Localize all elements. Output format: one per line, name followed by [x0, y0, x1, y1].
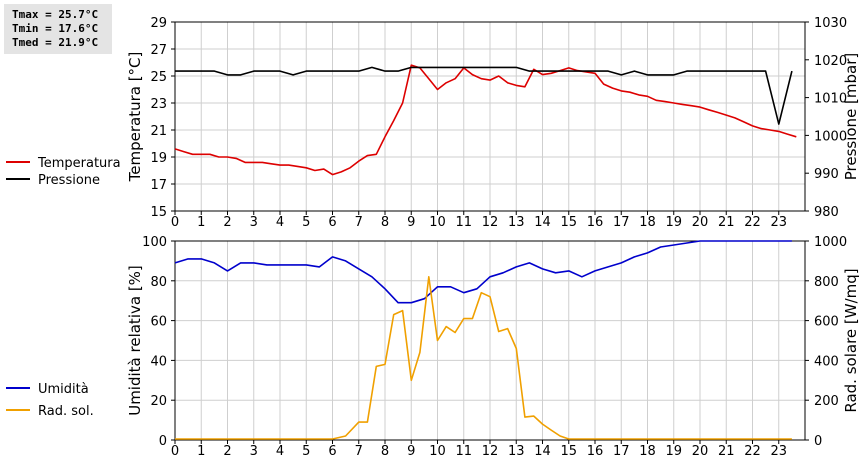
x-tick-label: 20 [692, 444, 709, 459]
x-tick-label: 21 [718, 444, 735, 459]
x-tick-label: 16 [587, 444, 604, 459]
y-left-axis-label: Umidità relativa [%] [126, 265, 144, 416]
y-left-tick-label: 60 [150, 315, 167, 330]
y-left-tick-label: 0 [159, 434, 167, 449]
x-tick-label: 17 [613, 444, 630, 459]
x-tick-label: 8 [381, 215, 389, 230]
tmed-text: Tmed = 21.9°C [12, 36, 99, 49]
x-tick-label: 6 [328, 444, 336, 459]
x-tick-label: 16 [587, 215, 604, 230]
x-tick-label: 1 [197, 215, 205, 230]
plot-frame [174, 240, 806, 441]
y-left-tick-label: 40 [150, 354, 167, 369]
y-left-tick-label: 17 [150, 178, 167, 193]
y-right-tick-label: 200 [814, 394, 839, 409]
y-right-tick-label: 800 [814, 275, 839, 290]
x-tick-label: 0 [171, 444, 179, 459]
x-tick-label: 9 [407, 215, 415, 230]
y-right-tick-label: 1000 [814, 129, 847, 144]
y-left-tick-label: 27 [150, 43, 167, 58]
y-right-tick-label: 1020 [814, 54, 847, 69]
y-left-tick-label: 100 [142, 235, 167, 250]
y-right-axis-label: Pressione [mbar] [842, 53, 860, 181]
x-tick-label: 3 [250, 215, 258, 230]
x-tick-label: 12 [482, 444, 499, 459]
x-tick-label: 2 [223, 215, 231, 230]
legend-label: Umidità [38, 382, 89, 397]
y-right-tick-label: 980 [814, 205, 839, 220]
y-left-tick-label: 15 [150, 205, 167, 220]
legend-label: Rad. sol. [38, 404, 94, 419]
x-tick-label: 20 [692, 215, 709, 230]
x-tick-label: 12 [482, 215, 499, 230]
x-tick-label: 13 [508, 215, 525, 230]
legend-item: Pressione [6, 173, 100, 188]
x-tick-label: 5 [302, 215, 310, 230]
x-tick-label: 22 [744, 444, 761, 459]
x-tick-label: 13 [508, 444, 525, 459]
x-tick-label: 2 [223, 444, 231, 459]
legend-item: Rad. sol. [6, 404, 94, 419]
y-left-tick-label: 20 [150, 394, 167, 409]
tmin-text: Tmin = 17.6°C [12, 22, 99, 35]
legend-item: Umidità [6, 382, 89, 397]
legend-item: Temperatura [6, 156, 121, 171]
x-tick-label: 1 [197, 444, 205, 459]
y-right-tick-label: 1000 [814, 235, 847, 250]
x-tick-label: 5 [302, 444, 310, 459]
y-left-tick-label: 21 [150, 124, 167, 139]
x-tick-label: 8 [381, 444, 389, 459]
x-tick-label: 15 [560, 215, 577, 230]
y-right-tick-label: 990 [814, 167, 839, 182]
humidity-radiation-chart: 0 1 2 3 4 5 6 7 8 9 10 11 12 13 14 15 16 17 18 19 20 21 22 2302… [6, 235, 860, 459]
x-tick-label: 7 [355, 215, 363, 230]
tmax-text: Tmax = 25.7°C [12, 8, 99, 21]
series-line-rad-sol [175, 275, 792, 440]
y-left-tick-label: 80 [150, 275, 167, 290]
x-tick-label: 4 [276, 215, 284, 230]
y-right-tick-label: 0 [814, 434, 822, 449]
x-tick-label: 17 [613, 215, 630, 230]
series-line-temperatura [174, 64, 797, 176]
stats-box: Tmax = 25.7°C Tmin = 17.6°C Tmed = 21.9°… [4, 4, 112, 54]
x-tick-label: 19 [665, 444, 682, 459]
y-right-axis-label: Rad. solare [W/mq] [842, 268, 860, 412]
x-tick-label: 3 [250, 444, 258, 459]
y-left-tick-label: 19 [150, 151, 167, 166]
y-right-tick-label: 1030 [814, 16, 847, 31]
plot-frame [174, 21, 806, 212]
legend-label: Pressione [38, 173, 100, 188]
x-tick-label: 18 [639, 215, 656, 230]
x-tick-label: 7 [355, 444, 363, 459]
y-left-axis-label: Temperatura [°C] [126, 52, 144, 183]
x-tick-label: 0 [171, 215, 179, 230]
x-tick-label: 15 [560, 444, 577, 459]
x-tick-label: 19 [665, 215, 682, 230]
x-tick-label: 21 [718, 215, 735, 230]
x-tick-label: 10 [429, 444, 446, 459]
x-tick-label: 11 [455, 444, 472, 459]
x-tick-label: 11 [455, 215, 472, 230]
y-left-tick-label: 25 [150, 70, 167, 85]
x-tick-label: 14 [534, 215, 551, 230]
y-right-tick-label: 1010 [814, 92, 847, 107]
x-tick-label: 4 [276, 444, 284, 459]
series-line-pressione [175, 66, 793, 125]
x-tick-label: 23 [770, 215, 787, 230]
temp-pressure-chart: 0 1 2 3 4 5 6 7 8 9 10 11 12 13 14 15 16 17 18 19 20 21 22 2315… [6, 16, 860, 230]
y-left-tick-label: 29 [150, 16, 167, 31]
y-right-tick-label: 400 [814, 354, 839, 369]
x-tick-label: 9 [407, 444, 415, 459]
x-tick-label: 6 [328, 215, 336, 230]
x-tick-label: 10 [429, 215, 446, 230]
x-tick-label: 23 [770, 444, 787, 459]
y-right-tick-label: 600 [814, 315, 839, 330]
x-tick-label: 18 [639, 444, 656, 459]
legend-label: Temperatura [37, 156, 121, 171]
series-line-umidit [174, 240, 792, 304]
y-left-tick-label: 23 [150, 97, 167, 112]
x-tick-label: 22 [744, 215, 761, 230]
x-tick-label: 14 [534, 444, 551, 459]
